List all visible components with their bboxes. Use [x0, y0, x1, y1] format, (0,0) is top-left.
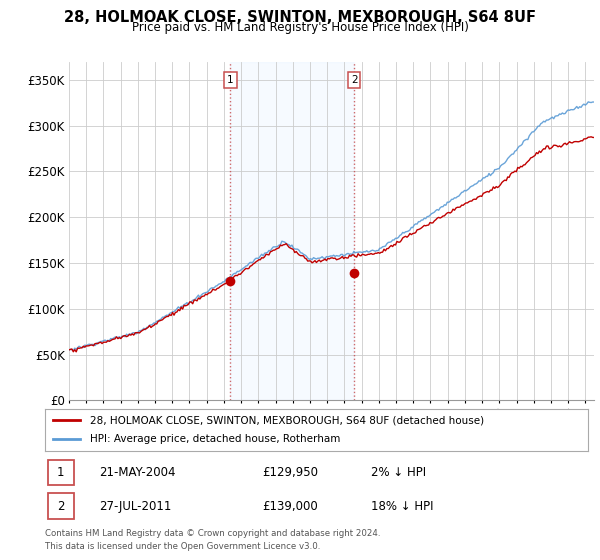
Text: 2% ↓ HPI: 2% ↓ HPI [371, 466, 426, 479]
Text: 27-JUL-2011: 27-JUL-2011 [100, 500, 172, 512]
Text: 28, HOLMOAK CLOSE, SWINTON, MEXBOROUGH, S64 8UF: 28, HOLMOAK CLOSE, SWINTON, MEXBOROUGH, … [64, 10, 536, 25]
Text: HPI: Average price, detached house, Rotherham: HPI: Average price, detached house, Roth… [89, 435, 340, 445]
Text: 18% ↓ HPI: 18% ↓ HPI [371, 500, 433, 512]
FancyBboxPatch shape [48, 493, 74, 519]
Text: 2: 2 [351, 75, 358, 85]
Text: 2: 2 [57, 500, 64, 512]
Text: Contains HM Land Registry data © Crown copyright and database right 2024.
This d: Contains HM Land Registry data © Crown c… [45, 529, 380, 550]
Text: 1: 1 [57, 466, 64, 479]
Text: £129,950: £129,950 [262, 466, 318, 479]
Text: 1: 1 [227, 75, 234, 85]
Text: Price paid vs. HM Land Registry's House Price Index (HPI): Price paid vs. HM Land Registry's House … [131, 21, 469, 34]
Text: £139,000: £139,000 [262, 500, 318, 512]
Bar [230, 62, 354, 400]
Text: 28, HOLMOAK CLOSE, SWINTON, MEXBOROUGH, S64 8UF (detached house): 28, HOLMOAK CLOSE, SWINTON, MEXBOROUGH, … [89, 415, 484, 425]
FancyBboxPatch shape [48, 460, 74, 486]
Text: 21-MAY-2004: 21-MAY-2004 [100, 466, 176, 479]
